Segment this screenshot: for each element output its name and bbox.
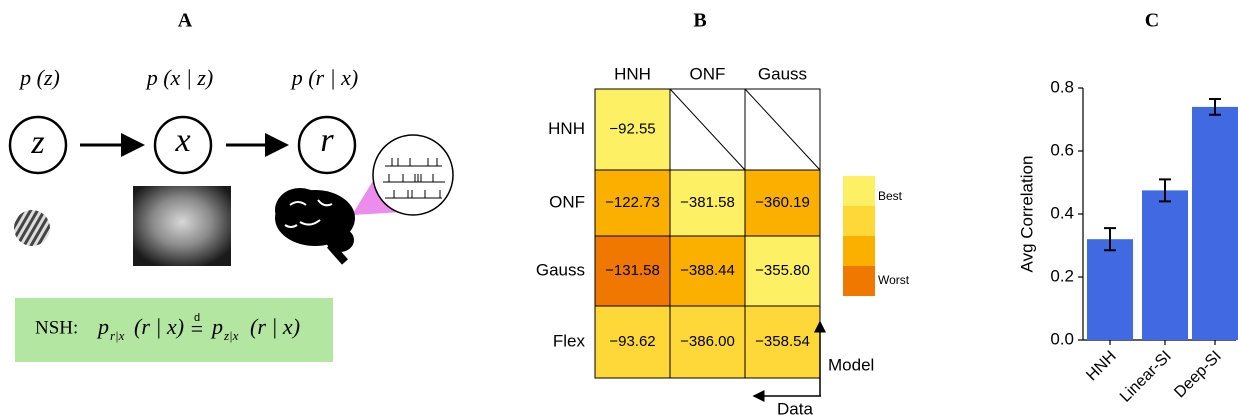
bar-chart: 0.0 0.2 0.4 0.6 0.8 HNHLinear-SIDeep-SI [1050, 77, 1238, 405]
x-tick-label: HNH [1083, 348, 1120, 385]
row-header: Flex [553, 331, 586, 350]
grating [4, 196, 63, 262]
cell-value: −381.58 [680, 194, 735, 211]
cell-value: −358.54 [755, 333, 810, 350]
spike-raster [373, 135, 453, 215]
y-tick-label: 0.2 [1050, 266, 1074, 285]
row-header: Gauss [536, 260, 585, 279]
figure: A p (z) p (x | z) p (r | x) z x r NSH: p… [0, 0, 1238, 419]
legend-swatch [843, 236, 875, 266]
bar [1142, 190, 1188, 340]
formula-symbol: p [210, 314, 223, 339]
bar [1087, 239, 1133, 340]
y-axis-label: Avg Correlation [1017, 156, 1036, 273]
node-label: r [320, 122, 334, 159]
node-label: x [174, 122, 190, 159]
formula-argument: (r | x) [134, 314, 184, 339]
panel-label: C [1145, 10, 1159, 32]
cell-value: −360.19 [755, 194, 810, 211]
column-header: Gauss [758, 64, 807, 83]
prior-label: p (r | x) [290, 65, 359, 90]
prior-label: p (z) [18, 65, 60, 90]
formula-subscript: z|x [223, 328, 239, 343]
x-tick-label: Linear-SI [1117, 348, 1175, 406]
y-tick-label: 0.4 [1050, 203, 1074, 222]
formula-label: NSH: [35, 317, 78, 338]
legend-swatch [843, 266, 875, 296]
cell-value: −92.55 [609, 120, 655, 137]
panel-label: B [693, 10, 706, 32]
heatmap: HNH ONF Gauss HNH −92.55 ONF −122.73 −381.58 −36… [536, 64, 875, 378]
formula-relation: = [191, 316, 203, 341]
cell-value: −388.44 [680, 262, 735, 279]
brain [275, 188, 355, 262]
column-header: HNH [614, 64, 651, 83]
cell-value: −355.80 [755, 262, 810, 279]
legend-label: Best [878, 189, 903, 203]
cell-value: −131.58 [605, 262, 660, 279]
arrow-label: Model [828, 355, 874, 374]
legend-swatch [843, 176, 875, 206]
row-header: HNH [548, 119, 585, 138]
tiger-image [133, 186, 231, 266]
prior-label: p (x | z) [145, 65, 214, 90]
y-tick-label: 0.8 [1050, 77, 1074, 96]
y-tick-label: 0.6 [1050, 140, 1074, 159]
panel-label: A [178, 10, 193, 32]
arrow-label: Data [777, 399, 813, 418]
column-header: ONF [690, 64, 726, 83]
cell-value: −122.73 [605, 194, 660, 211]
row-header: ONF [549, 192, 585, 211]
legend-label: Worst [878, 273, 910, 287]
y-tick-label: 0.0 [1050, 329, 1074, 348]
formula-argument: (r | x) [250, 314, 300, 339]
formula-symbol: p [96, 314, 109, 339]
cell-value: −93.62 [609, 333, 655, 350]
node-label: z [30, 124, 44, 161]
x-tick-label: Deep-SI [1171, 348, 1225, 402]
page: { "panel_a": { "label": "A", "priors": [… [0, 0, 1238, 419]
bar [1192, 107, 1238, 340]
legend-swatch [843, 206, 875, 236]
formula-subscript: r|x [110, 328, 125, 343]
cell-value: −386.00 [680, 333, 735, 350]
